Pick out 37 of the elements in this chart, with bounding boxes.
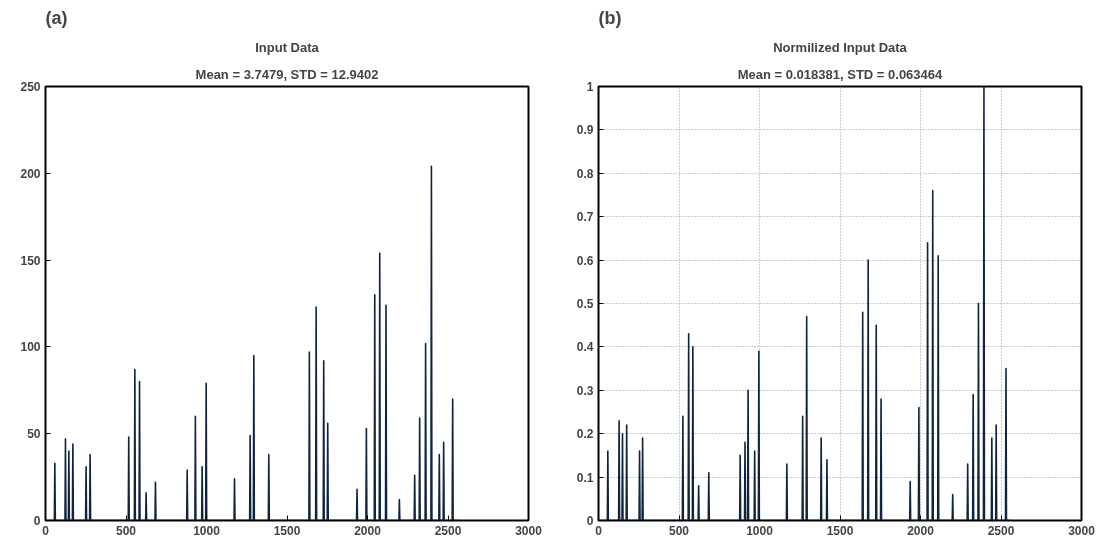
x-tick-label: 1000	[193, 523, 221, 537]
x-tick-label: 1000	[746, 523, 774, 537]
y-tick-label: 0.7	[576, 210, 594, 225]
y-tick-label: 0	[33, 514, 41, 528]
y-tick-label: 200	[20, 166, 41, 181]
y-tick-label: 1	[586, 80, 594, 94]
x-tick-label: 500	[668, 523, 690, 537]
chart-title: Normilized Input Data	[773, 39, 908, 55]
x-tick-label: 3000	[1068, 523, 1096, 537]
y-tick-label: 250	[20, 80, 41, 94]
chart-subtitle: Mean = 3.7479, STD = 12.9402	[195, 66, 379, 82]
x-tick-label: 2500	[987, 523, 1015, 537]
y-tick-label: 0	[586, 514, 594, 528]
x-tick-label: 2000	[907, 523, 935, 537]
chart-subtitle: Mean = 0.018381, STD = 0.063464	[737, 66, 944, 82]
x-tick-label: 0	[595, 523, 603, 537]
x-tick-label: 0	[42, 523, 50, 537]
x-tick-label: 1500	[826, 523, 854, 537]
y-tick-label: 0.6	[576, 253, 594, 268]
x-tick-label: 3000	[515, 523, 543, 537]
chart-title: Input Data	[255, 39, 320, 55]
text: (a)	[45, 7, 68, 28]
y-tick-label: 0.9	[576, 123, 594, 138]
y-tick-label: 0.2	[576, 427, 594, 442]
y-tick-label: 0.5	[576, 297, 594, 311]
y-tick-label: 100	[20, 340, 41, 355]
y-tick-label: 0.4	[576, 340, 594, 355]
x-tick-label: 2500	[434, 523, 462, 537]
y-tick-label: 150	[20, 253, 41, 268]
x-tick-label: 1500	[273, 523, 301, 537]
text: (b)	[598, 7, 622, 28]
x-tick-label: 500	[115, 523, 137, 537]
x-tick-label: 2000	[354, 523, 382, 537]
y-tick-label: 0.1	[576, 470, 594, 485]
y-tick-label: 0.8	[576, 166, 594, 181]
y-tick-label: 50	[27, 427, 41, 442]
y-tick-label: 0.3	[576, 383, 594, 398]
